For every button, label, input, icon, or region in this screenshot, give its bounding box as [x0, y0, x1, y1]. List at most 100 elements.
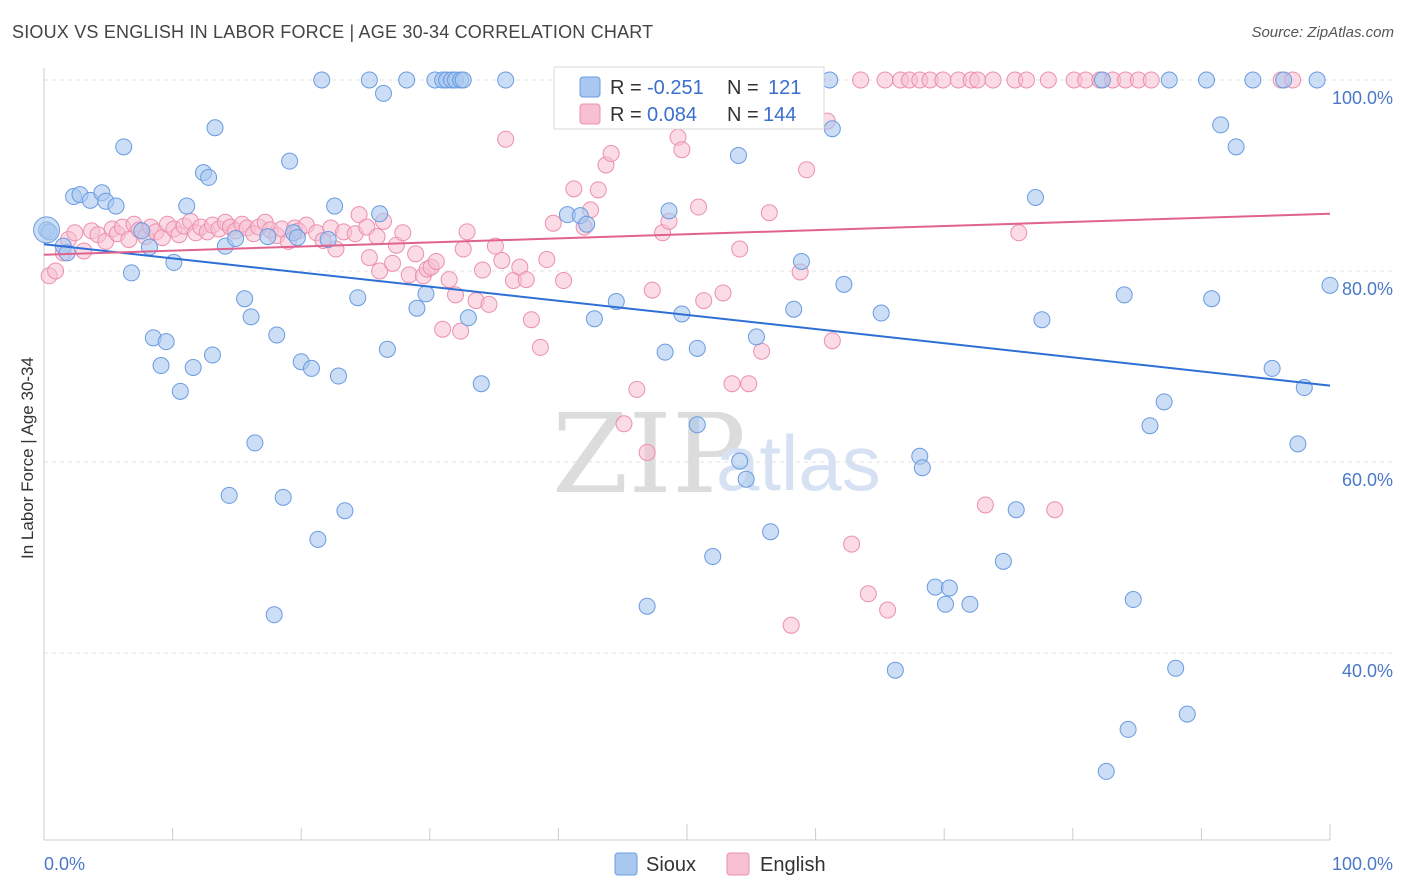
- sioux-point: [940, 579, 958, 597]
- sioux-point: [994, 552, 1012, 570]
- english-point: [760, 204, 778, 222]
- english-point: [782, 616, 800, 634]
- sioux-point: [274, 488, 292, 506]
- english-point: [66, 224, 84, 242]
- sioux-point: [578, 215, 596, 233]
- english-point: [1018, 71, 1036, 89]
- chart-source: Source: ZipAtlas.com: [1251, 24, 1394, 41]
- sioux-point: [792, 252, 810, 270]
- sioux-point: [961, 595, 979, 613]
- english-point: [643, 281, 661, 299]
- sioux-point: [140, 238, 158, 256]
- trend-lines: [43, 212, 1331, 387]
- sioux-point: [454, 71, 472, 89]
- sioux-point: [638, 597, 656, 615]
- sioux-point: [872, 304, 890, 322]
- y-tick-label: 100.0%: [1332, 88, 1393, 108]
- english-point: [360, 249, 378, 267]
- english-point: [493, 251, 511, 269]
- sioux-point: [1203, 290, 1221, 308]
- legend-top-sioux-swatch: [579, 76, 601, 98]
- sioux-point: [737, 470, 755, 488]
- legend-top-english-r-value: 0.084: [647, 104, 697, 126]
- sioux-point: [236, 290, 254, 308]
- sioux-point: [360, 71, 378, 89]
- legend-top-sioux-n-label: N =: [727, 77, 759, 99]
- english-point: [350, 206, 368, 224]
- legend-top-english-swatch: [579, 103, 601, 125]
- english-point: [454, 240, 472, 258]
- sioux-point: [1167, 659, 1185, 677]
- sioux-point: [1308, 71, 1326, 89]
- sioux-point: [309, 530, 327, 548]
- legend-top-english-n-label: N =: [727, 104, 759, 126]
- sioux-point: [1033, 311, 1051, 329]
- sioux-point: [607, 293, 625, 311]
- english-point: [440, 271, 458, 289]
- english-point: [690, 198, 708, 216]
- english-point: [638, 443, 656, 461]
- sioux-point: [378, 340, 396, 358]
- english-point: [565, 180, 583, 198]
- english-point: [538, 251, 556, 269]
- sioux-point: [1119, 720, 1137, 738]
- english-point: [1046, 501, 1064, 519]
- english-point: [798, 161, 816, 179]
- legend-sioux-label: Sioux: [646, 854, 696, 876]
- english-point: [984, 71, 1002, 89]
- english-point: [371, 262, 389, 280]
- sioux-point: [375, 84, 393, 102]
- sioux-point: [688, 416, 706, 434]
- sioux-point: [785, 300, 803, 318]
- english-point: [731, 240, 749, 258]
- english-point: [976, 496, 994, 514]
- sioux-point: [660, 202, 678, 220]
- sioux-point: [281, 152, 299, 170]
- english-point: [368, 228, 386, 246]
- x-tick-label: 0.0%: [44, 854, 85, 874]
- axes: [43, 68, 1331, 841]
- sioux-trend-line: [43, 243, 1331, 387]
- sioux-point: [319, 230, 337, 248]
- sioux-point: [1141, 417, 1159, 435]
- english-point: [1039, 71, 1057, 89]
- english-point: [458, 223, 476, 241]
- sioux-point: [1263, 359, 1281, 377]
- english-point: [823, 332, 841, 350]
- legend-top: R = -0.251 N = 121 R = 0.084 N = 144: [553, 66, 825, 130]
- y-tick-label: 40.0%: [1342, 661, 1393, 681]
- sioux-point: [886, 661, 904, 679]
- grid: [44, 79, 1395, 654]
- sioux-point: [288, 229, 306, 247]
- sioux-point: [936, 595, 954, 613]
- y-tick-label: 60.0%: [1342, 470, 1393, 490]
- english-point: [740, 375, 758, 393]
- legend-top-sioux-r-label: R =: [610, 77, 642, 99]
- sioux-point: [165, 253, 183, 271]
- watermark: ZIP atlas: [552, 390, 881, 518]
- english-point: [673, 141, 691, 159]
- sioux-point: [656, 343, 674, 361]
- y-axis-label: In Labor Force | Age 30-34: [18, 357, 37, 559]
- sioux-point: [1155, 393, 1173, 411]
- sioux-point: [326, 197, 344, 215]
- english-point: [934, 71, 952, 89]
- sioux-point: [1093, 71, 1111, 89]
- sioux-point: [122, 264, 140, 282]
- sioux-point: [459, 309, 477, 327]
- sioux-point: [729, 146, 747, 164]
- sioux-point: [107, 197, 125, 215]
- sioux-point: [1212, 116, 1230, 134]
- english-point: [394, 224, 412, 242]
- english-point: [1142, 71, 1160, 89]
- english-point: [589, 181, 607, 199]
- english-point: [474, 261, 492, 279]
- sioux-point: [1321, 276, 1339, 294]
- legend-sioux-swatch: [614, 852, 638, 876]
- sioux-point: [1115, 286, 1133, 304]
- sioux-point: [1275, 71, 1293, 89]
- sioux-point: [731, 452, 749, 470]
- sioux-point: [472, 375, 490, 393]
- english-point: [615, 415, 633, 433]
